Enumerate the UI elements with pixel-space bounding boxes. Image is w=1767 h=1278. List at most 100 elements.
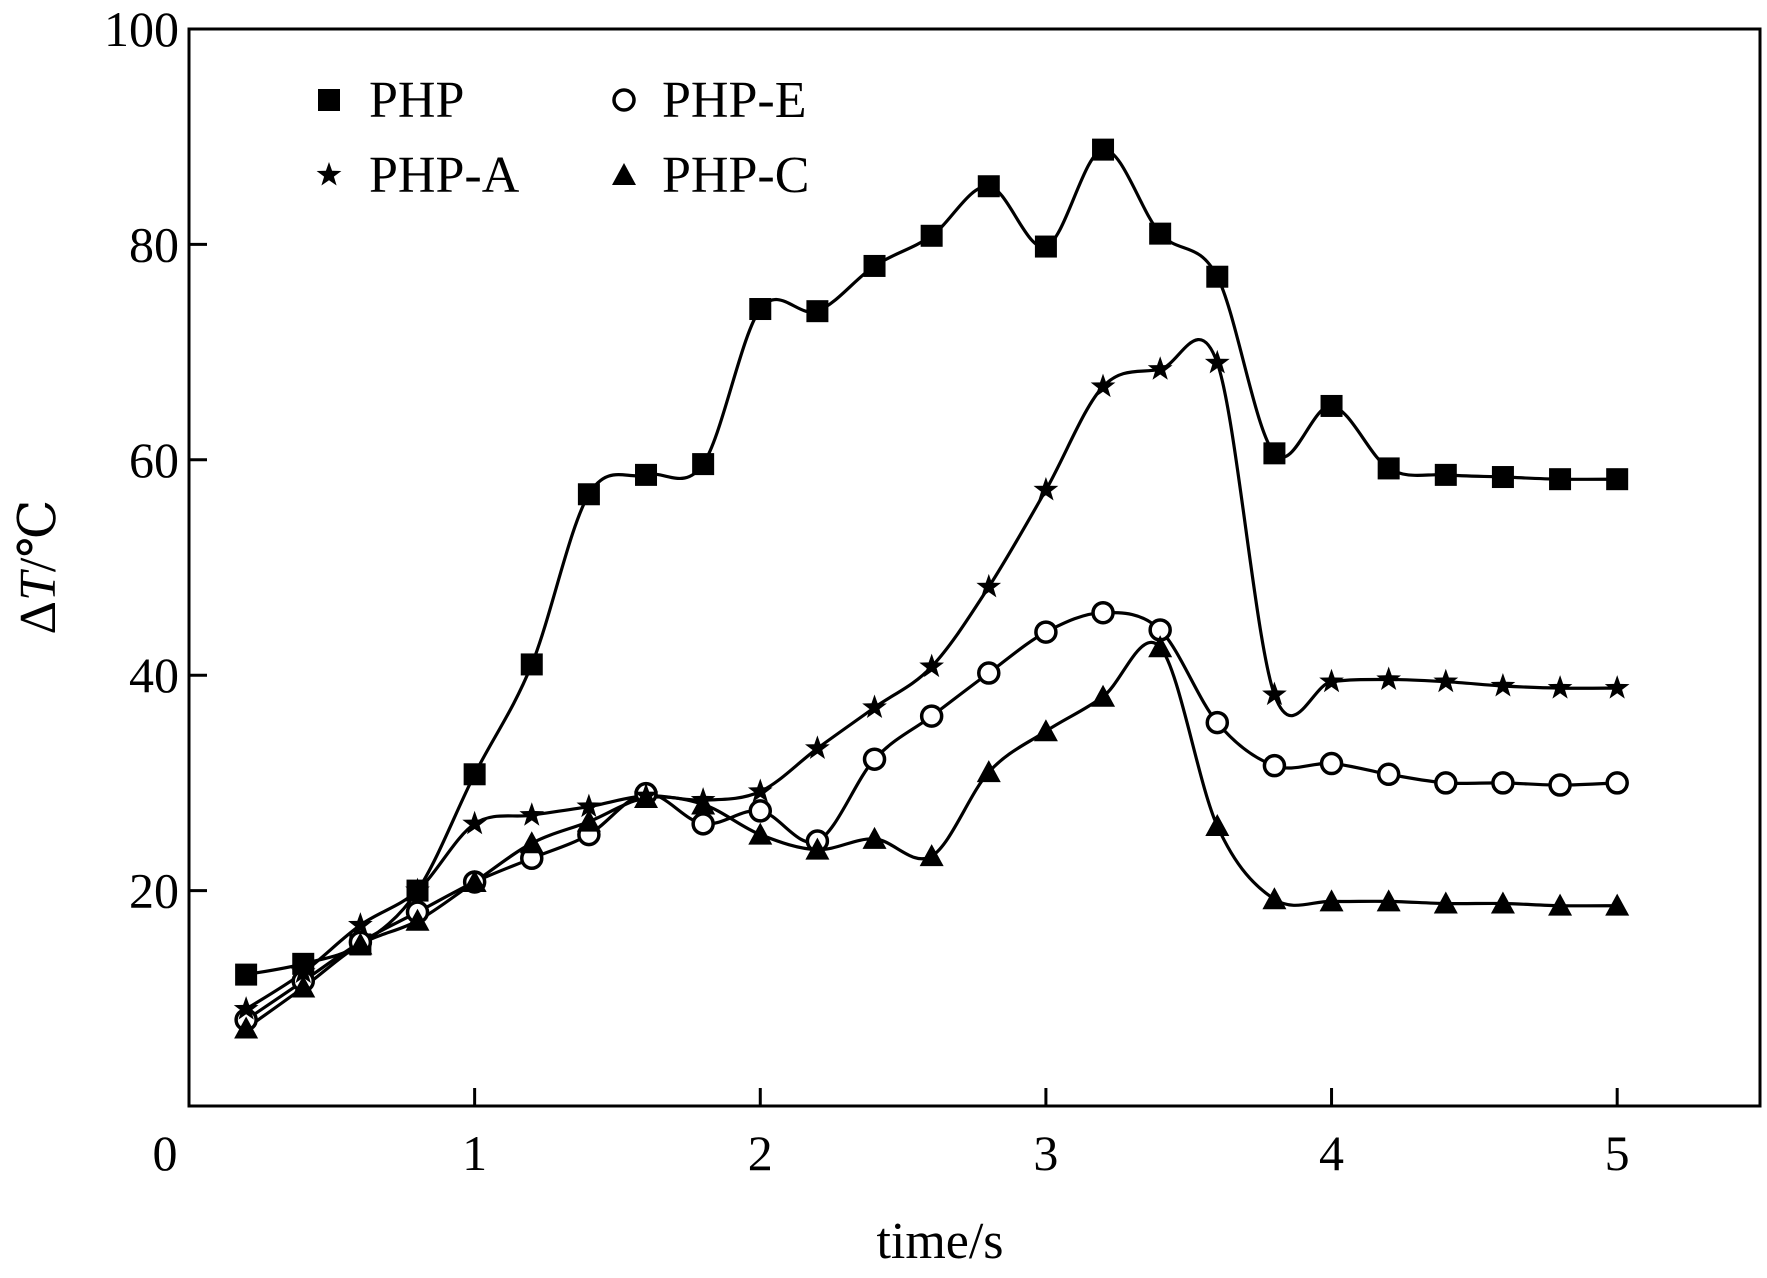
data-point-star (1090, 373, 1116, 398)
data-point-triangle (919, 844, 944, 867)
legend-label: PHP-A (369, 147, 520, 204)
data-point-star (233, 996, 259, 1020)
data-point-square (1206, 265, 1229, 288)
data-point-circle (1491, 771, 1515, 795)
origin-label: 0 (153, 1125, 178, 1181)
y-tick-label: 80 (129, 216, 179, 272)
x-axis-label: time/s (876, 1213, 1003, 1270)
data-point-circle (691, 812, 715, 836)
data-point-square (463, 763, 486, 786)
data-point-circle (1548, 773, 1572, 797)
data-point-square (520, 653, 543, 676)
data-point-star (1547, 675, 1573, 699)
series-line-php-a (245, 338, 1618, 1011)
data-point-star (1262, 681, 1287, 706)
data-point-square (920, 224, 943, 247)
data-point-triangle (634, 785, 659, 808)
legend: PHP PHP-E PHP-A PHP-C (316, 72, 809, 204)
x-tick-label: 1 (462, 1125, 487, 1181)
y-axis-label-prefix: Δ (10, 601, 67, 634)
y-tick-label: 60 (129, 432, 179, 488)
data-point-square (863, 254, 886, 277)
data-point-circle (1319, 751, 1344, 776)
legend-label: PHP (369, 72, 464, 129)
data-point-triangle (576, 809, 601, 832)
data-point-triangle (1091, 684, 1116, 707)
y-axis-label: ΔT/℃ (10, 500, 67, 635)
data-point-triangle (1205, 813, 1230, 836)
data-point-square (1434, 463, 1457, 486)
data-point-circle (1434, 771, 1458, 795)
data-point-triangle (691, 792, 716, 815)
data-point-square (235, 963, 258, 986)
data-point-circle (862, 747, 887, 771)
data-point-circle (748, 799, 773, 823)
data-point-star (519, 802, 545, 826)
data-point-square (749, 298, 772, 321)
legend-label: PHP-E (662, 72, 806, 129)
data-point-square (1549, 468, 1572, 491)
data-point-triangle (234, 1016, 259, 1039)
data-point-square (1149, 222, 1172, 245)
data-point-circle (1605, 771, 1629, 795)
data-point-triangle (1376, 889, 1401, 912)
data-point-triangle (1433, 891, 1458, 914)
data-point-triangle (291, 975, 316, 998)
data-point-triangle (1548, 893, 1573, 916)
series-lines (245, 148, 1618, 1030)
data-point-triangle (1262, 887, 1287, 910)
data-point-square (1320, 394, 1343, 417)
data-point-star (1033, 477, 1059, 501)
data-point-circle (1205, 710, 1230, 735)
y-axis-label-unit: /℃ (10, 500, 67, 573)
data-point-star (1147, 356, 1173, 380)
data-point-triangle (405, 908, 430, 931)
data-point-star (462, 810, 487, 835)
data-point-circle (1376, 762, 1401, 787)
data-point-star (1604, 675, 1630, 699)
data-point-square (692, 453, 715, 476)
data-point-star (747, 778, 773, 802)
data-point-square (1034, 235, 1057, 258)
data-point-star (919, 653, 944, 678)
data-point-star (976, 573, 1002, 598)
data-point-triangle (348, 932, 373, 955)
data-point-triangle (1033, 719, 1058, 742)
y-tick-label: 20 (129, 863, 179, 919)
data-point-star (1433, 668, 1459, 693)
data-point-star (1490, 673, 1516, 697)
y-axis-label-variable: T (10, 569, 67, 601)
y-tick-label: 40 (129, 647, 179, 703)
series-line-php-e (245, 611, 1618, 1022)
data-point-square (635, 463, 658, 486)
x-tick-label: 2 (748, 1125, 773, 1181)
data-point-triangle (805, 837, 830, 860)
data-point-star (576, 793, 602, 818)
data-point-circle (1034, 620, 1058, 644)
data-point-triangle (862, 826, 887, 849)
x-tick-label: 4 (1319, 1125, 1344, 1181)
data-point-star (1376, 666, 1401, 690)
data-point-square (577, 483, 600, 506)
data-point-star (805, 735, 830, 759)
x-tick-label: 5 (1605, 1125, 1630, 1181)
data-point-square (1092, 138, 1115, 161)
data-point-triangle (1490, 891, 1515, 914)
series-line-php-c (245, 640, 1618, 1030)
legend-marker-triangle (612, 163, 636, 185)
data-point-triangle (976, 760, 1001, 783)
data-point-star (1204, 349, 1230, 374)
y-tick-label: 100 (104, 1, 179, 57)
data-point-star (862, 694, 887, 718)
plot-frame (187, 27, 1762, 1108)
legend-marker-square (318, 89, 340, 111)
data-point-triangle (1605, 893, 1630, 916)
x-tick-label: 3 (1033, 1125, 1058, 1181)
legend-marker-star (316, 162, 342, 186)
series-markers (233, 138, 1630, 1039)
data-point-circle (977, 661, 1001, 685)
data-point-triangle (519, 831, 544, 854)
data-point-triangle (1148, 635, 1173, 658)
data-point-triangle (1319, 889, 1344, 912)
